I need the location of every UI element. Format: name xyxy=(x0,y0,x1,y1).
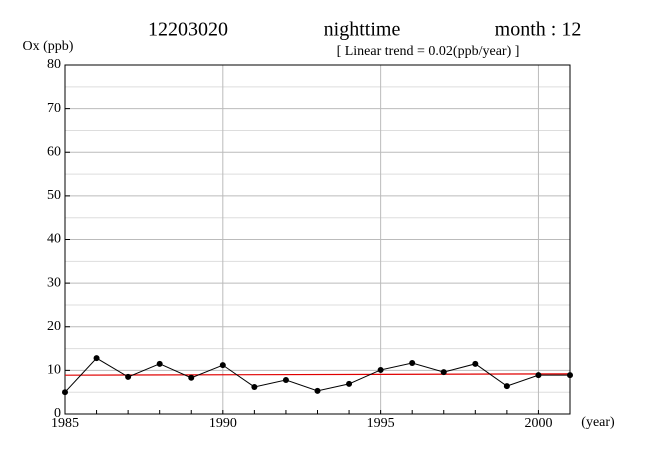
data-point xyxy=(535,372,542,379)
data-point xyxy=(93,355,100,362)
y-tick-label: 60 xyxy=(47,144,61,159)
data-point xyxy=(346,380,353,387)
data-point xyxy=(125,373,132,380)
y-axis-label: Ox (ppb) xyxy=(23,39,74,54)
y-tick-label: 40 xyxy=(47,232,61,247)
y-tick-label: 80 xyxy=(47,57,61,72)
subtitle: [ Linear trend = 0.02(ppb/year) ] xyxy=(337,44,520,59)
data-point xyxy=(156,360,163,367)
y-tick-label: 10 xyxy=(47,363,61,378)
data-point xyxy=(440,369,447,376)
data-point xyxy=(314,387,321,394)
y-tick-label: 30 xyxy=(47,275,61,290)
y-tick-label: 50 xyxy=(47,188,61,203)
data-point xyxy=(503,383,510,390)
data-point xyxy=(282,376,289,383)
station-title: 12203020 xyxy=(148,19,228,41)
data-point xyxy=(188,374,195,381)
y-tick-label: 20 xyxy=(47,319,61,334)
data-point xyxy=(472,360,479,367)
trend-line xyxy=(64,373,571,376)
y-tick-label: 0 xyxy=(54,406,61,421)
month-title: month : 12 xyxy=(495,19,582,41)
period-title: nighttime xyxy=(324,19,401,41)
y-tick-label: 70 xyxy=(47,101,61,116)
data-point xyxy=(409,359,416,366)
plot-frame xyxy=(64,64,571,415)
data-point xyxy=(251,383,258,390)
data-point xyxy=(567,372,573,379)
data-point xyxy=(62,389,68,396)
data-point xyxy=(377,366,384,373)
x-axis-label: (year) xyxy=(581,415,615,430)
x-tick-label: 1985 xyxy=(51,416,79,431)
data-point xyxy=(219,362,226,369)
x-tick-label: 1990 xyxy=(209,416,237,431)
x-tick-label: 2000 xyxy=(524,416,552,431)
x-tick-label: 1995 xyxy=(367,416,395,431)
